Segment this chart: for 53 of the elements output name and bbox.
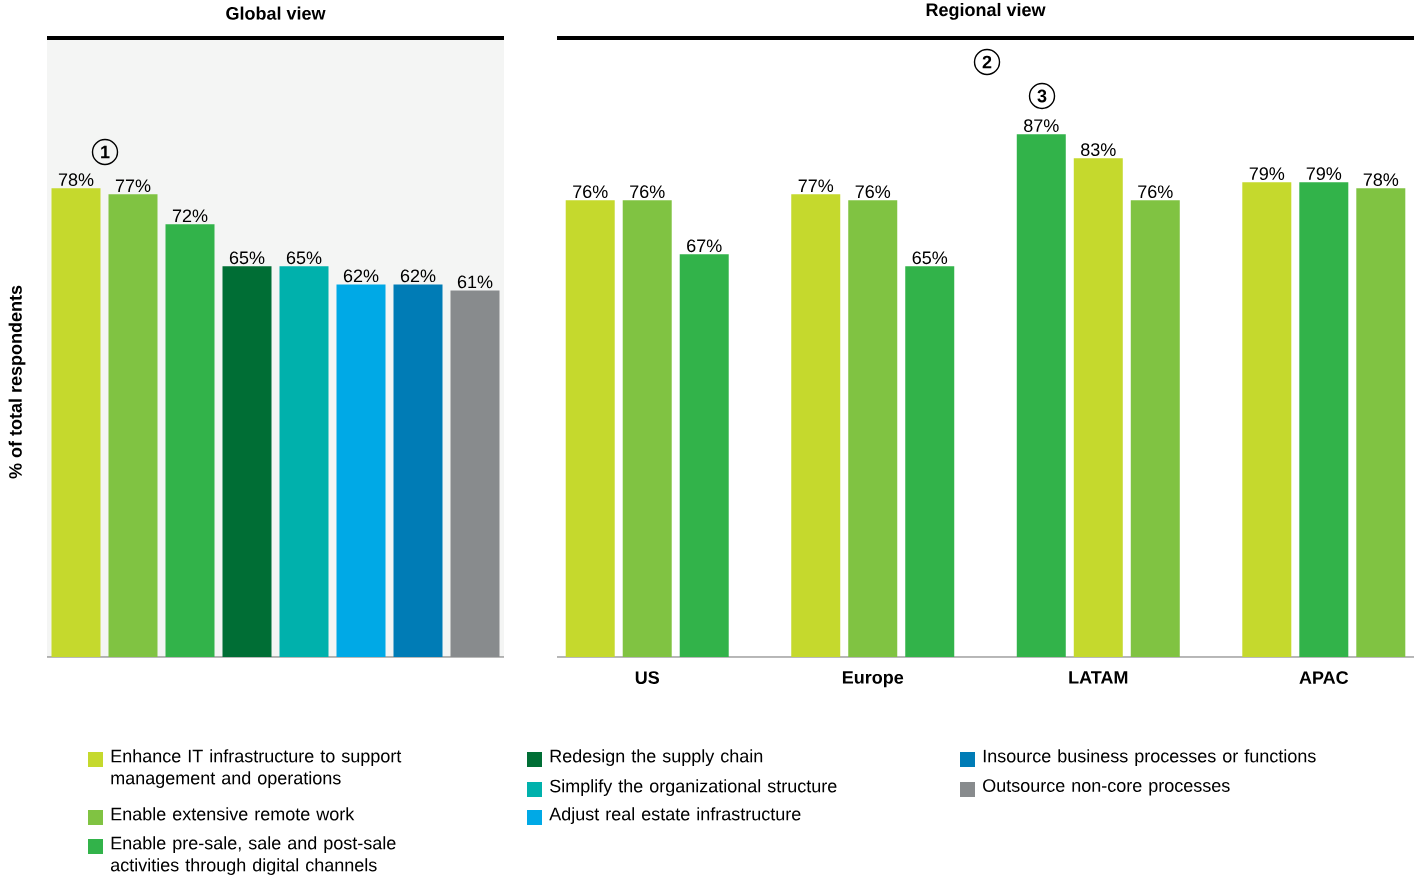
bar: [565, 200, 615, 657]
legend-label: Redesign the supply chain: [550, 749, 763, 766]
annotation: 3: [1037, 89, 1047, 103]
data-label: 76%: [855, 185, 891, 199]
legend-label: Outsource non-core processes: [983, 779, 1230, 796]
data-label: 65%: [286, 251, 322, 265]
legend-label: Simplify the organizational structure: [550, 779, 837, 796]
data-label: 76%: [1138, 185, 1173, 199]
legend-label: Enable pre-sale, sale and post-sale activities through digital channels: [110, 836, 396, 875]
data-label: 78%: [58, 173, 94, 187]
bar: [622, 200, 672, 657]
bar: [393, 284, 443, 657]
bar: [1242, 182, 1292, 657]
bar: [165, 224, 215, 657]
bar: [679, 254, 729, 657]
legend-label: Insource business processes or functions: [983, 749, 1316, 766]
legend-label: Enhance IT infrastructure to support management and operations: [111, 749, 402, 788]
bar: [222, 266, 272, 657]
bar: [336, 284, 386, 657]
data-label: 62%: [400, 269, 436, 283]
bar: [108, 194, 158, 657]
data-label: 61%: [457, 275, 493, 289]
data-label: 83%: [1081, 143, 1116, 156]
legend-label: Adjust real estate infrastructure: [549, 807, 801, 824]
data-label: 79%: [1306, 167, 1342, 181]
bar: [450, 290, 500, 657]
x-tick-label: LATAM: [1069, 671, 1128, 684]
data-label: 77%: [798, 179, 834, 193]
data-label: 67%: [687, 239, 722, 253]
bar: [905, 266, 955, 657]
bar: [279, 266, 329, 657]
x-tick-label: APAC: [1299, 671, 1349, 684]
legend-label: Enable extensive remote work: [111, 807, 355, 821]
chart-title: Regional view: [926, 2, 1046, 20]
annotation: 1: [101, 145, 110, 159]
data-label: 62%: [343, 269, 379, 283]
annotation: 2: [982, 55, 992, 69]
data-label: 79%: [1249, 167, 1285, 181]
data-label: 78%: [1363, 173, 1399, 187]
data-label: 87%: [1024, 119, 1059, 132]
x-tick-label: US: [635, 671, 660, 684]
y-axis-title: % of total respondents: [8, 285, 26, 479]
bar: [51, 188, 101, 657]
chart-title: Global view: [226, 6, 326, 20]
x-tick-label: Europe: [842, 671, 904, 688]
data-label: 65%: [912, 251, 948, 265]
data-label: 65%: [229, 251, 265, 265]
data-label: 72%: [172, 209, 208, 223]
data-label: 76%: [573, 185, 608, 199]
bar: [791, 194, 841, 657]
data-label: 77%: [115, 179, 151, 193]
data-label: 76%: [630, 185, 665, 199]
bar: [848, 200, 898, 657]
